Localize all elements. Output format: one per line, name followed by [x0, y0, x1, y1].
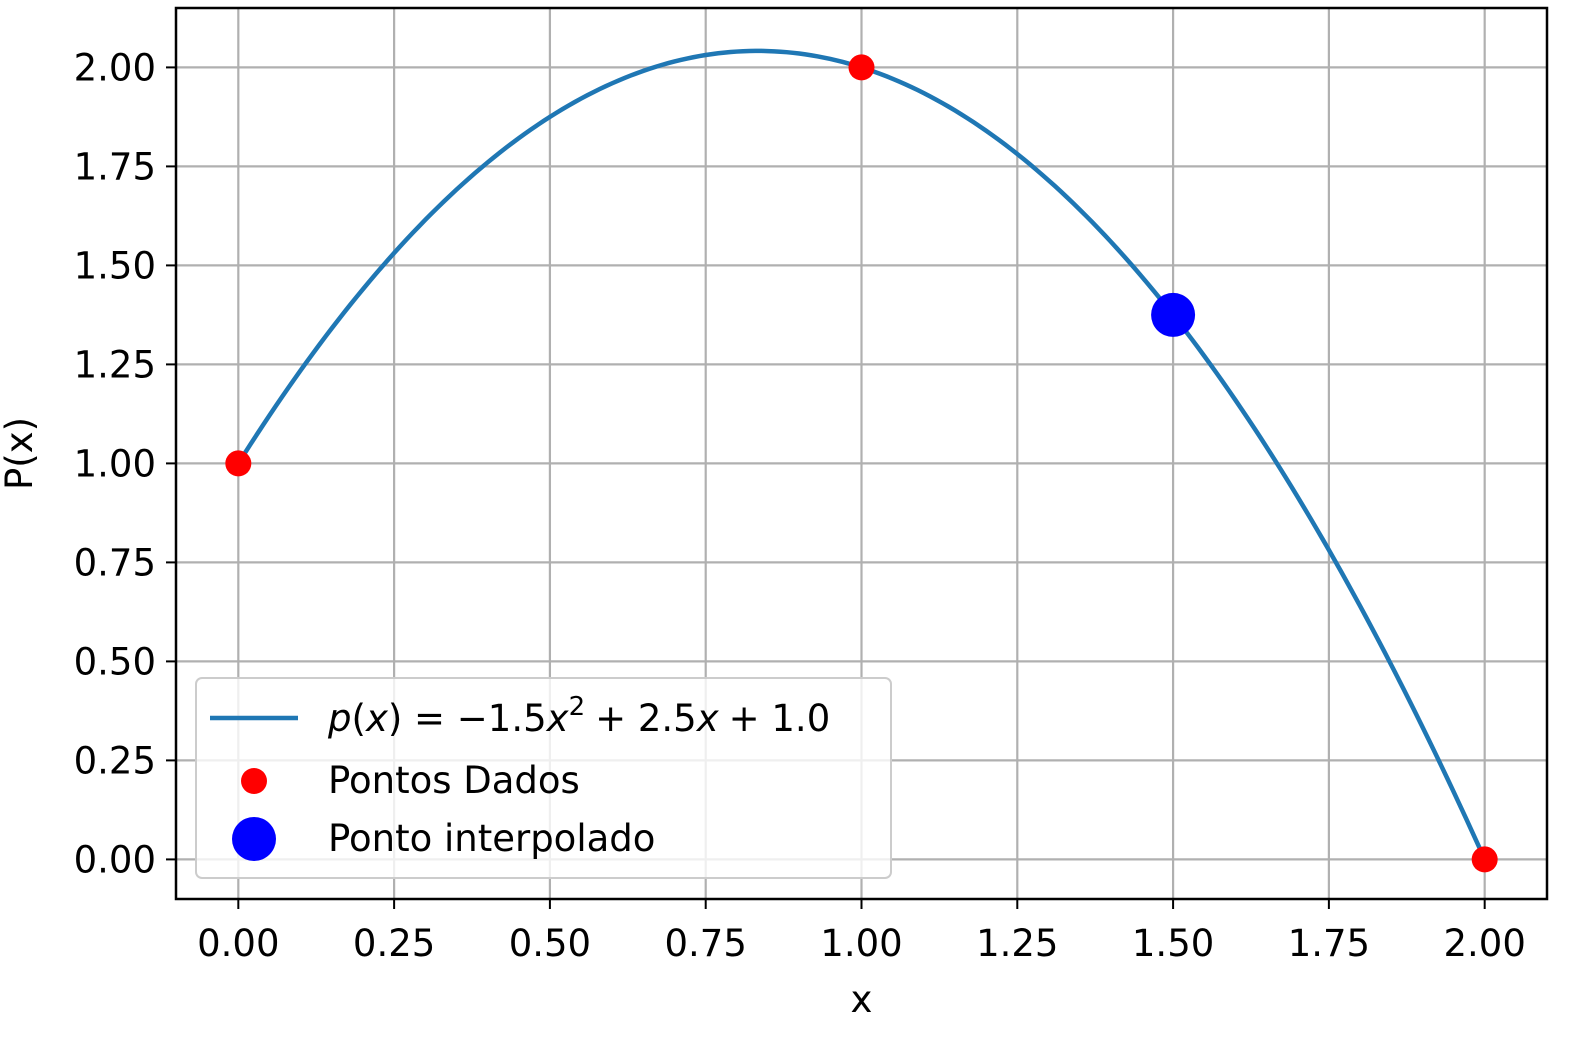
- x-tick-label: 2.00: [1443, 922, 1525, 965]
- legend-label-interpolated-point: Ponto interpolado: [328, 817, 655, 860]
- legend-math-tail: + 2.5: [595, 697, 697, 740]
- x-tick-label: 0.00: [197, 922, 279, 965]
- points-layer: [225, 54, 1498, 873]
- legend-math-close: ): [388, 697, 414, 740]
- x-tick-label: 1.75: [1288, 922, 1370, 965]
- x-tick-label: 0.25: [353, 922, 435, 965]
- legend-math-sup: 2: [569, 692, 586, 722]
- legend-math-x1: x: [365, 697, 389, 740]
- legend-math-x2: x: [546, 697, 570, 740]
- legend-math-p: p: [327, 697, 352, 740]
- legend-math-x3: x: [696, 697, 720, 740]
- y-tick-label: 0.00: [74, 838, 156, 881]
- legend: p(x) = −1.5x2 + 2.5x + 1.0 Pontos Dados Po…: [195, 677, 892, 879]
- x-tick-label: 1.25: [976, 922, 1058, 965]
- x-tick-label: 1.00: [820, 922, 902, 965]
- x-tick-label: 0.75: [665, 922, 747, 965]
- legend-label-data-points: Pontos Dados: [328, 759, 580, 802]
- legend-math-end: + 1.0: [729, 697, 831, 740]
- x-tick-label: 0.50: [509, 922, 591, 965]
- data-point: [848, 54, 875, 81]
- legend-marker-interpolated-point: [232, 817, 276, 861]
- data-point: [1471, 846, 1498, 873]
- y-tick-label: 1.00: [74, 442, 156, 485]
- legend-math-mid: = −1.5: [414, 697, 547, 740]
- interpolated-point: [1151, 292, 1196, 337]
- y-axis-label: P(x): [0, 417, 41, 490]
- y-tick-label: 1.50: [74, 244, 156, 287]
- x-tick-label: 1.50: [1132, 922, 1214, 965]
- y-tick-label: 2.00: [74, 46, 156, 89]
- x-axis-ticks: 0.00 0.25 0.50 0.75 1.00 1.25 1.50 1.75 2.00: [197, 899, 1526, 965]
- legend-marker-data-points: [241, 768, 267, 794]
- legend-label-curve: p(x) = −1.5x2 + 2.5x + 1.0: [327, 692, 830, 740]
- y-axis-ticks: 0.00 0.25 0.50 0.75 1.00 1.25 1.50 1.75 2.00: [74, 46, 176, 881]
- y-tick-label: 1.75: [74, 145, 156, 188]
- y-tick-label: 0.25: [74, 739, 156, 782]
- x-axis-label: x: [851, 978, 873, 1021]
- y-tick-label: 0.75: [74, 541, 156, 584]
- y-tick-label: 1.25: [74, 343, 156, 386]
- data-point: [225, 450, 252, 477]
- legend-box: [195, 677, 892, 879]
- y-tick-label: 0.50: [74, 640, 156, 683]
- legend-math-open: (: [352, 697, 366, 740]
